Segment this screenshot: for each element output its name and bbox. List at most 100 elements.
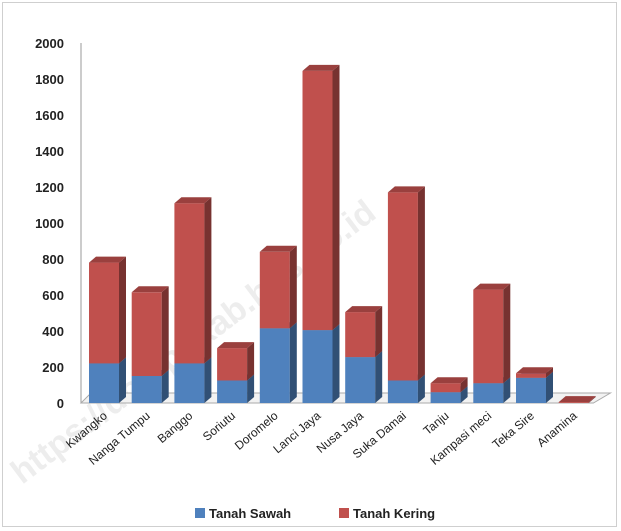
bar-side <box>332 324 340 403</box>
y-tick-label: 1400 <box>35 144 64 159</box>
bar-segment <box>174 197 212 364</box>
bar-front <box>473 383 504 403</box>
legend-swatch <box>195 508 205 518</box>
bar-front <box>89 363 119 403</box>
bar-segment <box>89 256 126 364</box>
bar-side <box>204 197 212 364</box>
bar-front <box>558 402 589 403</box>
bar-front <box>430 383 461 393</box>
bar-front <box>259 251 290 329</box>
bar-top <box>430 377 468 384</box>
bar-side <box>289 322 297 403</box>
bar-top <box>473 283 511 290</box>
bar-segment <box>302 64 340 331</box>
y-tick-label: 0 <box>57 396 64 411</box>
bar-top <box>558 396 596 403</box>
y-tick-label: 2000 <box>35 36 64 51</box>
bar-segment <box>430 377 468 393</box>
bar-top <box>131 286 169 293</box>
y-tick-label: 800 <box>42 252 64 267</box>
bar-top <box>516 367 553 374</box>
y-tick-label: 1000 <box>35 216 64 231</box>
bar-side <box>417 186 425 381</box>
bar-front <box>302 330 333 403</box>
bar-front <box>89 262 119 364</box>
y-axis-ticks: 0 200 400 600 800 1000 1200 1400 1600 1800 2000 <box>35 36 64 411</box>
category-label: Soriutu <box>200 409 238 444</box>
category-label: Tanju <box>421 409 452 438</box>
bar-side <box>503 377 511 403</box>
legend-item: Tanah Kering <box>339 506 435 521</box>
bar-front <box>217 380 248 403</box>
bar-side <box>588 396 596 403</box>
bar-front <box>430 392 461 403</box>
y-tick-label: 1600 <box>35 108 64 123</box>
bar-side <box>119 357 126 403</box>
bar-side <box>161 370 169 403</box>
bar-top <box>387 186 425 193</box>
bar-front <box>516 377 546 403</box>
bar-front <box>387 380 418 403</box>
bar-side <box>332 64 340 331</box>
bar-segment <box>302 324 340 403</box>
bar-front <box>259 328 290 403</box>
bar-side <box>503 283 511 384</box>
bar-side <box>375 351 383 403</box>
category-label: Teka Sire <box>490 408 538 451</box>
bar-segment <box>473 283 511 384</box>
bar-segment <box>516 367 553 378</box>
bar-side <box>119 256 126 364</box>
bar-top <box>259 245 297 252</box>
bar-side <box>460 377 468 393</box>
y-tick-label: 1800 <box>35 72 64 87</box>
bar-front <box>131 376 162 403</box>
bar-front <box>516 373 546 378</box>
legend-swatch <box>339 508 349 518</box>
bar-side <box>247 342 255 381</box>
bar-top <box>217 342 255 349</box>
bar-segment <box>558 396 596 403</box>
category-label: Lanci Jaya <box>270 408 323 456</box>
bar-segment <box>131 286 169 376</box>
bar-side <box>546 371 553 403</box>
bar-front <box>473 289 504 384</box>
bar-front <box>345 357 376 403</box>
bar-segment <box>174 357 212 403</box>
legend-label: Tanah Kering <box>353 506 435 521</box>
y-tick-label: 400 <box>42 324 64 339</box>
legend-item: Tanah Sawah <box>195 506 291 521</box>
bar-front <box>174 363 205 403</box>
bars <box>89 64 596 403</box>
y-tick-label: 200 <box>42 360 64 375</box>
bar-side <box>289 245 297 329</box>
bar-side <box>204 357 212 403</box>
bar-side <box>417 374 425 403</box>
bar-side <box>161 286 169 376</box>
bar-front <box>302 70 333 331</box>
bar-side <box>460 386 468 403</box>
bar-top <box>89 256 126 263</box>
y-tick-label: 1200 <box>35 180 64 195</box>
category-label: Anamina <box>534 408 580 449</box>
bar-segment <box>259 322 297 403</box>
category-label: Banggo <box>155 408 196 446</box>
legend: Tanah Sawah Tanah Kering <box>195 506 435 521</box>
bar-segment <box>345 306 383 358</box>
y-tick-label: 600 <box>42 288 64 303</box>
bar-front <box>345 312 376 358</box>
bar-segment <box>345 351 383 403</box>
bar-side <box>375 306 383 358</box>
bar-side <box>546 367 553 378</box>
legend-label: Tanah Sawah <box>209 506 291 521</box>
bar-front <box>174 203 205 364</box>
bar-front <box>387 192 418 381</box>
bar-segment <box>387 186 425 381</box>
bar-segment <box>89 357 126 403</box>
bar-top <box>174 197 212 204</box>
bar-segment <box>259 245 297 329</box>
bar-front <box>217 348 248 381</box>
bar-top <box>345 306 383 313</box>
bar-segment <box>217 342 255 381</box>
bar-front <box>131 292 162 376</box>
